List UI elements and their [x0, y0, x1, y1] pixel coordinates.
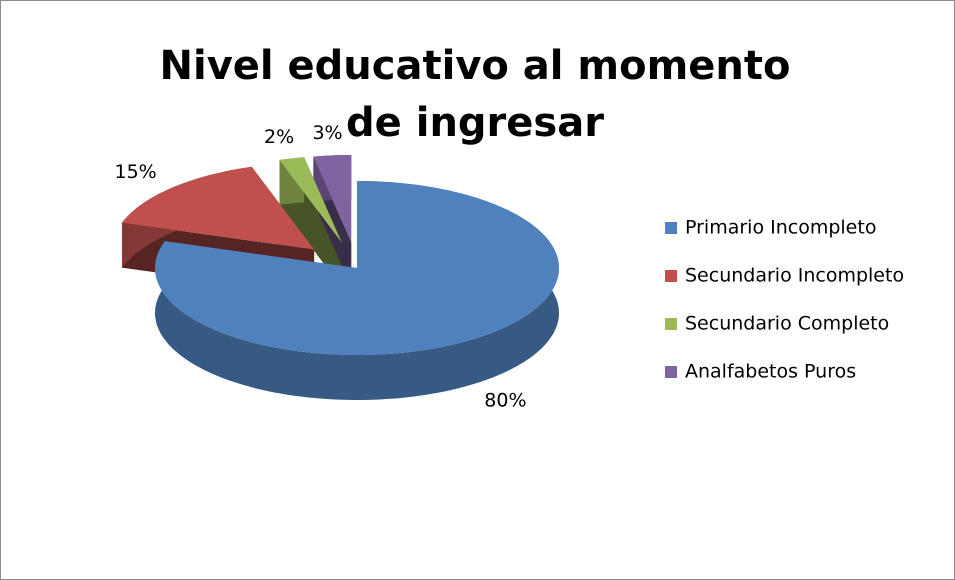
legend-label: Analfabetos Puros	[685, 361, 856, 383]
legend-label: Secundario Completo	[685, 313, 889, 335]
data-label: 15%	[114, 161, 156, 183]
legend-label: Secundario Incompleto	[685, 265, 904, 287]
legend-swatch	[665, 270, 677, 282]
data-label: 3%	[312, 122, 342, 144]
chart-title-line: Nivel educativo al momento	[160, 43, 791, 89]
chart-title-group: Nivel educativo al momento de ingresar	[160, 43, 791, 146]
slice	[279, 157, 342, 243]
data-label: 2%	[264, 126, 294, 148]
legend-swatch	[665, 366, 677, 378]
chart-title: Nivel educativo al momento de ingresar	[160, 43, 791, 146]
slice	[155, 181, 559, 355]
slice	[122, 166, 315, 250]
data-label: 80%	[484, 389, 526, 411]
legend-swatch	[665, 222, 677, 234]
slice	[313, 155, 352, 242]
legend-swatch	[665, 318, 677, 330]
chart-title-line: de ingresar	[346, 100, 604, 146]
legend-label: Primario Incompleto	[685, 217, 876, 239]
